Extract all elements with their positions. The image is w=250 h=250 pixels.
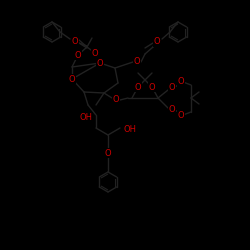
Text: O: O (169, 106, 175, 114)
Text: O: O (97, 58, 103, 68)
Text: O: O (105, 148, 111, 158)
Text: O: O (72, 38, 78, 46)
Text: O: O (135, 82, 141, 92)
Text: OH: OH (124, 126, 136, 134)
Text: O: O (75, 50, 81, 59)
Text: O: O (149, 82, 155, 92)
Text: O: O (69, 74, 75, 84)
Text: O: O (169, 82, 175, 92)
Text: O: O (178, 78, 184, 86)
Text: O: O (134, 58, 140, 66)
Text: OH: OH (80, 112, 92, 122)
Text: O: O (92, 48, 98, 58)
Text: O: O (154, 38, 160, 46)
Text: O: O (178, 110, 184, 120)
Text: O: O (113, 96, 119, 104)
